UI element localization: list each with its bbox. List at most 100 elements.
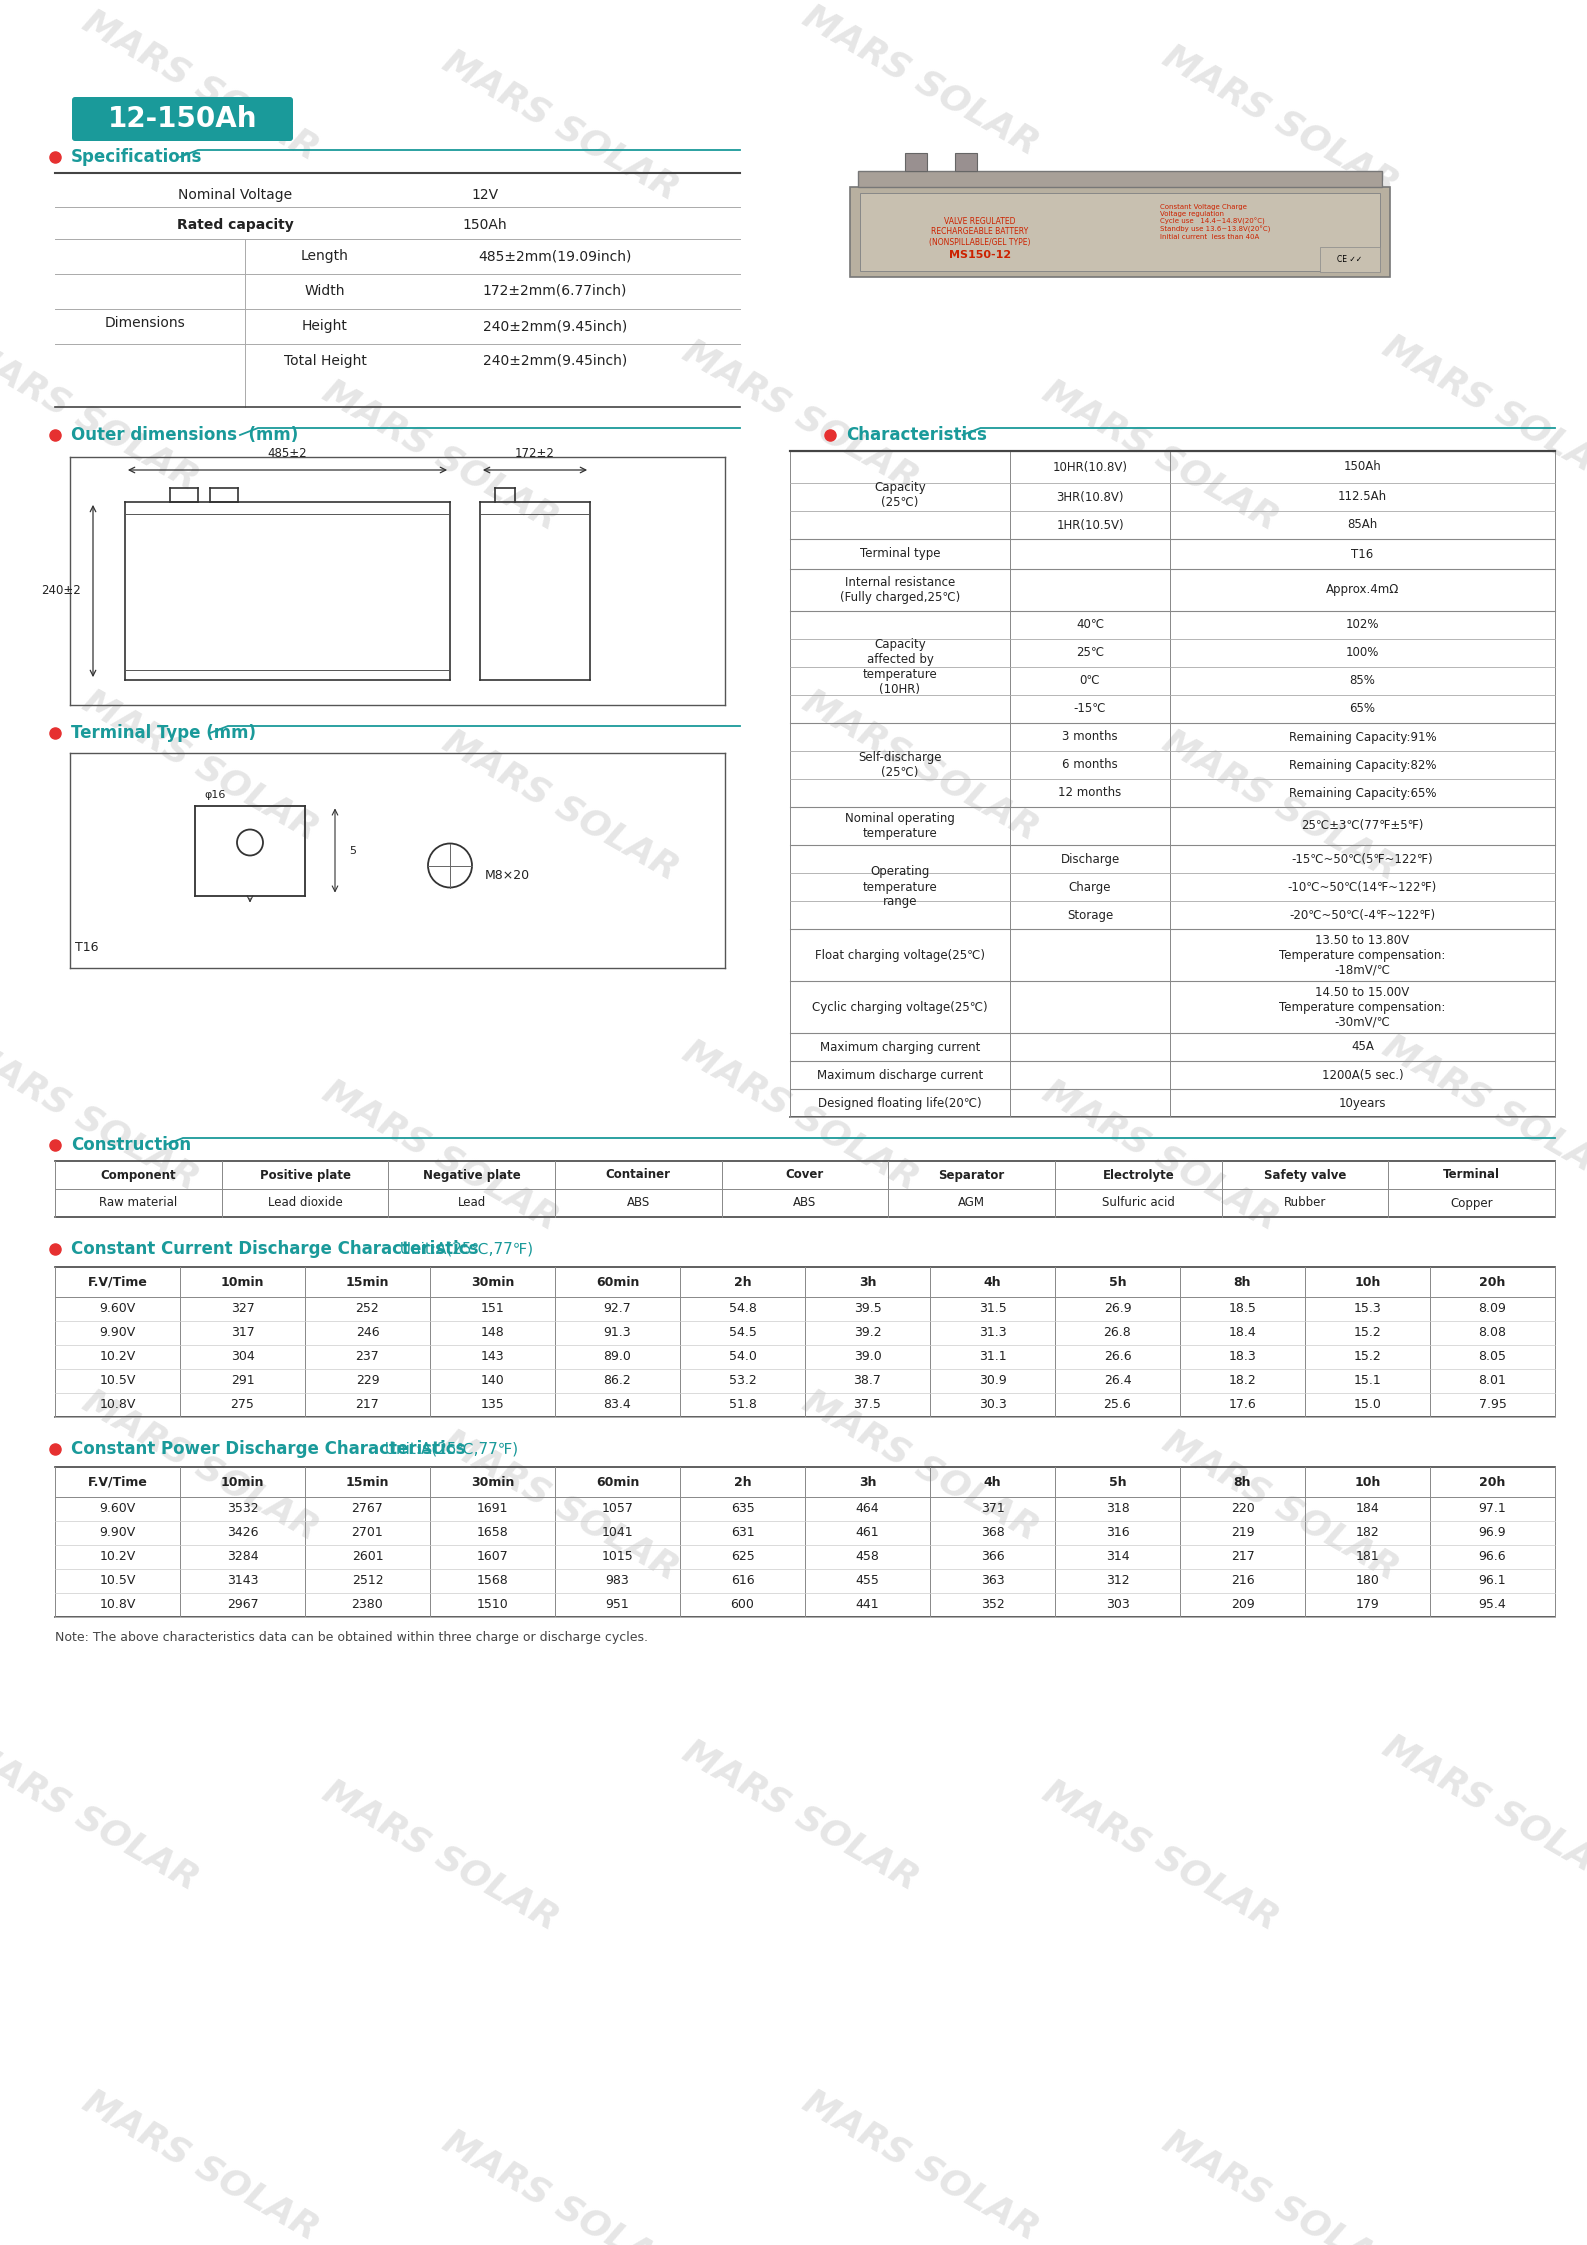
Text: 54.5: 54.5 (728, 1327, 757, 1340)
Text: 14.50 to 15.00V
Temperature compensation:
-30mV/℃: 14.50 to 15.00V Temperature compensation… (1279, 986, 1446, 1028)
Text: MARS SOLAR: MARS SOLAR (436, 43, 684, 207)
Text: Specifications: Specifications (71, 148, 203, 166)
Text: 240±2mm(9.45inch): 240±2mm(9.45inch) (482, 319, 627, 332)
Text: MARS SOLAR: MARS SOLAR (1036, 373, 1284, 537)
Text: 85Ah: 85Ah (1347, 519, 1378, 532)
Text: 352: 352 (981, 1598, 1005, 1612)
Text: 31.5: 31.5 (979, 1302, 1006, 1316)
Text: 100%: 100% (1346, 647, 1379, 660)
Text: 291: 291 (230, 1374, 254, 1387)
Text: Component: Component (100, 1167, 176, 1181)
Text: Capacity
affected by
temperature
(10HR): Capacity affected by temperature (10HR) (863, 638, 938, 696)
Text: Terminal: Terminal (1443, 1167, 1500, 1181)
Text: 4h: 4h (984, 1475, 1001, 1488)
Text: Internal resistance
(Fully charged,25℃): Internal resistance (Fully charged,25℃) (840, 577, 960, 604)
Text: 15.3: 15.3 (1354, 1302, 1381, 1316)
Bar (860, 193, 1381, 272)
Text: 18.5: 18.5 (1228, 1302, 1257, 1316)
Text: 9.90V: 9.90V (100, 1327, 135, 1340)
Text: 616: 616 (730, 1574, 754, 1587)
Text: 135: 135 (481, 1399, 505, 1412)
Text: MARS SOLAR: MARS SOLAR (76, 4, 324, 166)
Text: 0℃: 0℃ (1079, 674, 1100, 687)
Text: MARS SOLAR: MARS SOLAR (316, 373, 563, 537)
Text: 312: 312 (1106, 1574, 1130, 1587)
Text: MARS SOLAR: MARS SOLAR (797, 2083, 1044, 2245)
Text: 2967: 2967 (227, 1598, 259, 1612)
Text: MARS SOLAR: MARS SOLAR (0, 1033, 203, 1197)
Text: 1HR(10.5V): 1HR(10.5V) (1057, 519, 1124, 532)
Text: MARS SOLAR: MARS SOLAR (1036, 1774, 1284, 1935)
Text: 89.0: 89.0 (603, 1351, 632, 1363)
Text: Length: Length (302, 249, 349, 263)
Text: 17.6: 17.6 (1228, 1399, 1257, 1412)
Text: 7.95: 7.95 (1479, 1399, 1506, 1412)
Text: 485±2: 485±2 (268, 447, 308, 460)
Text: 10min: 10min (221, 1475, 265, 1488)
Text: 2380: 2380 (352, 1598, 384, 1612)
Text: CE ✓✓: CE ✓✓ (1338, 256, 1363, 265)
Text: Lead: Lead (457, 1197, 486, 1210)
Text: 97.1: 97.1 (1479, 1502, 1506, 1515)
Text: Width: Width (305, 285, 346, 299)
Text: 86.2: 86.2 (603, 1374, 632, 1387)
Text: MARS SOLAR: MARS SOLAR (1157, 1423, 1404, 1587)
Text: 15.2: 15.2 (1354, 1351, 1381, 1363)
Text: 217: 217 (1230, 1551, 1254, 1563)
Text: Separator: Separator (938, 1167, 1005, 1181)
Text: MARS SOLAR: MARS SOLAR (76, 2083, 324, 2245)
Text: 3532: 3532 (227, 1502, 259, 1515)
Text: Sulfuric acid: Sulfuric acid (1101, 1197, 1174, 1210)
Text: 31.1: 31.1 (979, 1351, 1006, 1363)
Text: 85%: 85% (1349, 674, 1376, 687)
Text: 150Ah: 150Ah (463, 218, 508, 231)
Text: 983: 983 (606, 1574, 630, 1587)
Text: 366: 366 (981, 1551, 1005, 1563)
Text: Unit:A(25℃,77℉): Unit:A(25℃,77℉) (390, 1241, 533, 1257)
Text: Height: Height (302, 319, 348, 332)
Text: 182: 182 (1355, 1527, 1379, 1540)
Text: 172±2: 172±2 (516, 447, 555, 460)
Text: Rated capacity: Rated capacity (176, 218, 294, 231)
Text: 12V: 12V (471, 189, 498, 202)
Text: Container: Container (606, 1167, 671, 1181)
Text: Approx.4mΩ: Approx.4mΩ (1325, 584, 1400, 597)
Text: 10min: 10min (221, 1275, 265, 1289)
Text: Maximum discharge current: Maximum discharge current (817, 1069, 982, 1082)
Text: 1658: 1658 (476, 1527, 508, 1540)
Text: 30min: 30min (471, 1475, 514, 1488)
Text: Total Height: Total Height (284, 355, 367, 368)
Text: Terminal type: Terminal type (860, 548, 940, 561)
Text: 5: 5 (349, 846, 355, 855)
Text: 2701: 2701 (352, 1527, 384, 1540)
Text: 9.60V: 9.60V (100, 1502, 135, 1515)
Text: 10.8V: 10.8V (100, 1399, 135, 1412)
Bar (859, 171, 1382, 186)
Text: MARS SOLAR: MARS SOLAR (797, 1383, 1044, 1547)
Text: 10h: 10h (1354, 1275, 1381, 1289)
Text: 2601: 2601 (352, 1551, 384, 1563)
Text: 229: 229 (355, 1374, 379, 1387)
Text: 26.8: 26.8 (1103, 1327, 1132, 1340)
Text: 371: 371 (981, 1502, 1005, 1515)
Text: Dimensions: Dimensions (105, 317, 186, 330)
Text: 151: 151 (481, 1302, 505, 1316)
Text: 15min: 15min (346, 1475, 389, 1488)
Text: 20h: 20h (1479, 1475, 1506, 1488)
Text: 1607: 1607 (476, 1551, 508, 1563)
Text: 219: 219 (1230, 1527, 1254, 1540)
Text: 150Ah: 150Ah (1344, 460, 1381, 474)
Text: 240±2: 240±2 (41, 584, 81, 597)
Text: MARS SOLAR: MARS SOLAR (1157, 2124, 1404, 2245)
Text: 9.60V: 9.60V (100, 1302, 135, 1316)
Text: 60min: 60min (595, 1475, 640, 1488)
Text: 464: 464 (855, 1502, 879, 1515)
Text: MARS SOLAR: MARS SOLAR (1376, 1729, 1587, 1890)
Text: 5h: 5h (1109, 1275, 1127, 1289)
Text: 9.90V: 9.90V (100, 1527, 135, 1540)
Text: 3 months: 3 months (1062, 730, 1117, 743)
Text: M8×20: M8×20 (486, 869, 530, 882)
Text: 2512: 2512 (352, 1574, 384, 1587)
Text: 8.05: 8.05 (1479, 1351, 1506, 1363)
Text: MARS SOLAR: MARS SOLAR (1376, 328, 1587, 492)
